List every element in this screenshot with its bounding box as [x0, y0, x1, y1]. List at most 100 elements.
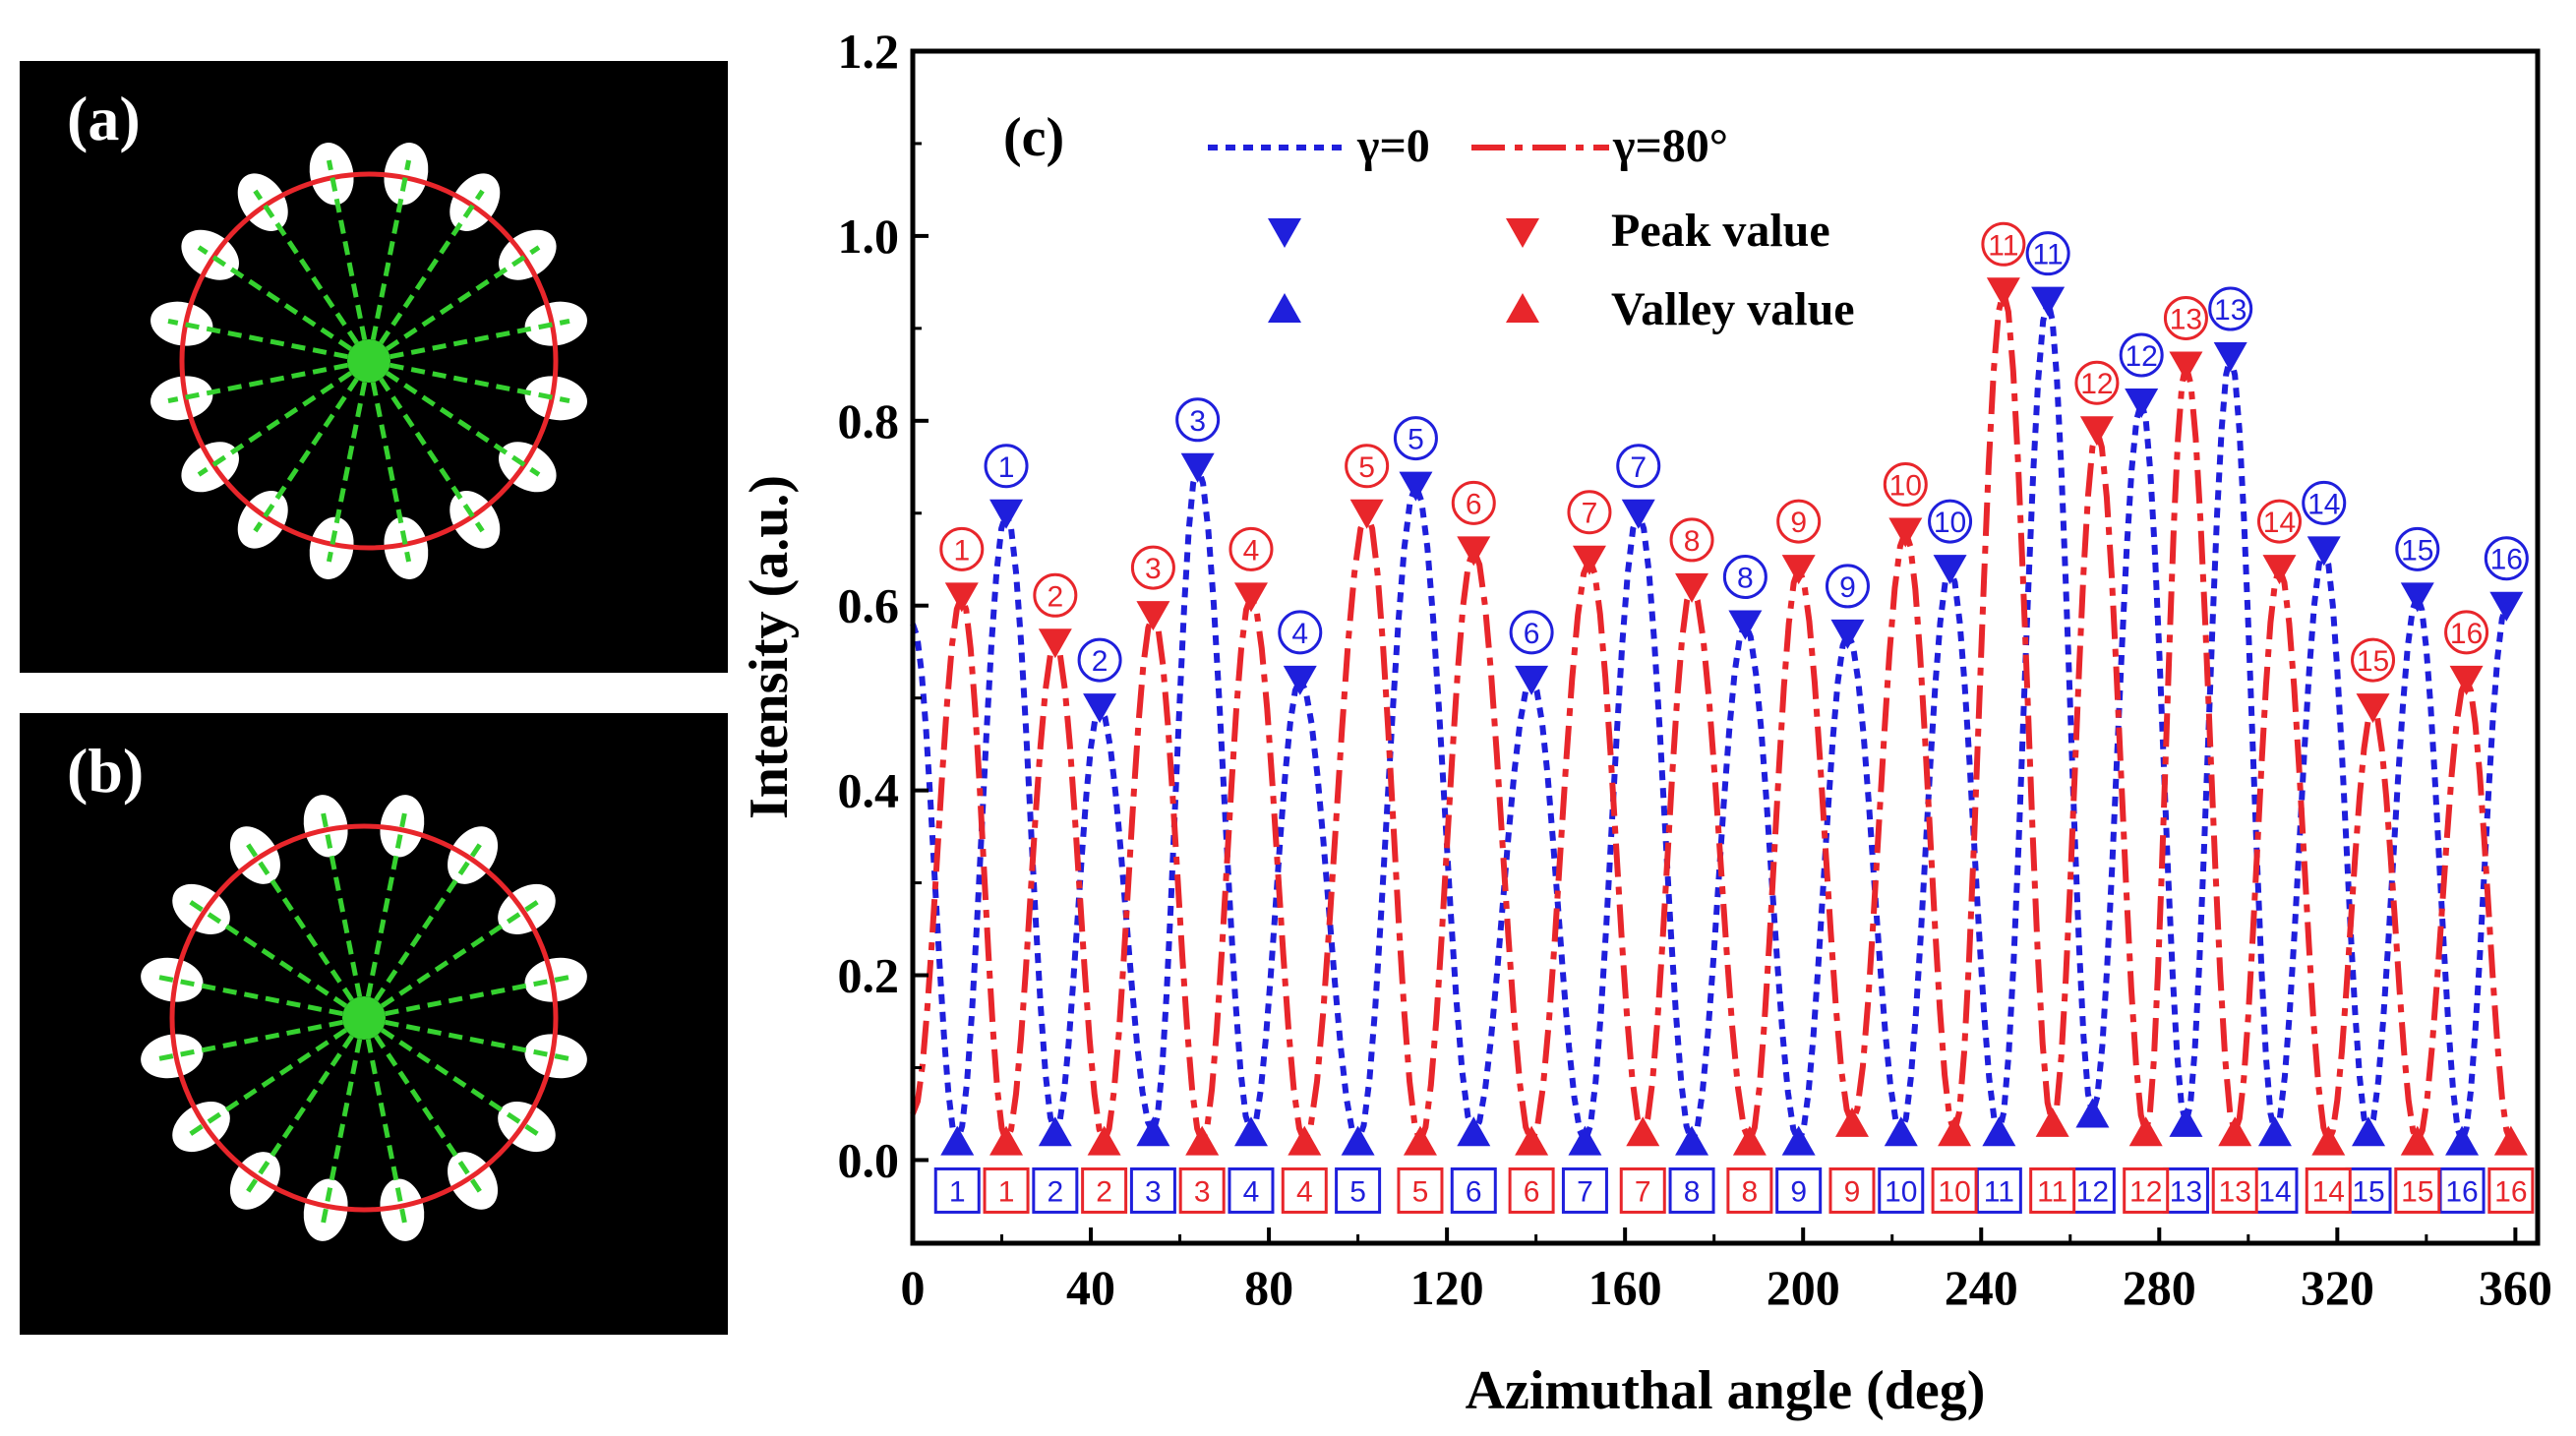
- gamma80-peak-marker: [2262, 555, 2297, 585]
- x-tick-label: 80: [1244, 1260, 1293, 1315]
- gamma80-valley-marker: [2218, 1116, 2252, 1147]
- pattern-ring: [179, 171, 559, 551]
- gamma80-peak-marker: [1675, 572, 1709, 603]
- gamma0-valley-index-box: [1032, 1167, 1079, 1214]
- gamma0-peak-index-circle: [2484, 536, 2529, 581]
- pattern-spoke: [245, 1016, 367, 1194]
- x-tick-label: 160: [1588, 1260, 1662, 1315]
- legend-gamma0-label: γ=0: [1356, 120, 1430, 172]
- pattern-lobe: [309, 143, 354, 206]
- gamma80-peak-index-label: 10: [1889, 470, 1922, 503]
- gamma0-valley-marker: [1038, 1116, 1072, 1147]
- gamma80-valley-index-label: 8: [1742, 1175, 1759, 1208]
- pattern-spoke: [253, 189, 372, 363]
- legend-gamma80-label: γ=80°: [1612, 120, 1728, 172]
- gamma0-peak-index-label: 6: [1524, 618, 1540, 650]
- pattern-spoke: [197, 358, 371, 477]
- gamma0-valley-index-label: 8: [1684, 1175, 1701, 1208]
- gamma80-peak-marker: [1233, 582, 1268, 613]
- pattern-spoke: [157, 974, 365, 1021]
- gamma0-valley-index-box: [933, 1167, 981, 1214]
- gamma80-peak-index-circle: [1451, 480, 1496, 525]
- gamma80-valley-index-label: 1: [998, 1175, 1015, 1208]
- gamma80-peak-marker: [2449, 665, 2484, 695]
- pattern-spoke: [326, 159, 372, 362]
- pattern-spoke: [366, 359, 485, 533]
- gamma0-peak-index-circle: [1722, 555, 1767, 600]
- gamma80-peak-index-label: 8: [1684, 525, 1701, 558]
- gamma0-valley-marker: [1884, 1116, 1918, 1147]
- panel-a-ring-pattern: [150, 143, 587, 579]
- gamma0-valley-index-label: 6: [1466, 1175, 1482, 1208]
- y-tick-label: 0.8: [838, 393, 900, 449]
- gamma80-peak-index-label: 1: [953, 534, 970, 567]
- gamma0-peak-index-label: 7: [1630, 451, 1647, 484]
- gamma80-valley-index-label: 9: [1844, 1175, 1861, 1208]
- gamma80-peak-marker: [1781, 555, 1816, 585]
- gamma80-valley-marker: [1834, 1107, 1869, 1137]
- gamma80-peak-index-label: 6: [1466, 488, 1482, 520]
- gamma80-valley-index-label: 12: [2129, 1175, 2162, 1208]
- gamma0-valley-index-label: 15: [2352, 1175, 2384, 1208]
- x-tick-label: 360: [2479, 1260, 2552, 1315]
- gamma80-valley-index-box: [1178, 1167, 1226, 1214]
- gamma80-peak-index-circle: [1345, 444, 1390, 489]
- gamma0-peak-index-label: 9: [1839, 571, 1856, 604]
- panel-b-label: (b): [67, 736, 145, 806]
- gamma0-peak-marker: [1180, 452, 1215, 483]
- gamma0-peak-index-circle: [2025, 231, 2070, 276]
- x-tick-label: 0: [901, 1260, 926, 1315]
- gamma80-valley-index-label: 13: [2219, 1175, 2251, 1208]
- gamma80-valley-index-box: [1281, 1167, 1328, 1214]
- gamma0-peak-marker: [1399, 471, 1433, 502]
- gamma80-valley-index-box: [1726, 1167, 1773, 1214]
- gamma80-peak-index-circle: [1033, 572, 1078, 618]
- gamma0-peak-index-circle: [1509, 610, 1554, 655]
- gamma0-valley-index-box: [1335, 1167, 1382, 1214]
- gamma0-peak-marker: [989, 499, 1024, 529]
- gamma80-peak-index-label: 12: [2080, 368, 2113, 400]
- pattern-spoke: [188, 899, 366, 1021]
- gamma0-valley-index-label: 16: [2445, 1175, 2478, 1208]
- gamma80-peak-index-label: 2: [1047, 580, 1063, 613]
- gamma0-peak-index-label: 11: [2033, 239, 2064, 271]
- gamma0-valley-index-label: 11: [1984, 1175, 2014, 1208]
- gamma0-valley-index-label: 9: [1790, 1175, 1807, 1208]
- gamma80-peak-index-label: 13: [2170, 303, 2202, 335]
- y-tick-label: 0.4: [838, 763, 900, 818]
- gamma80-peak-marker: [1986, 277, 2020, 308]
- gamma80-valley-marker: [1403, 1125, 1437, 1156]
- gamma0-valley-index-label: 3: [1145, 1175, 1162, 1208]
- pattern-spoke: [167, 358, 370, 404]
- gamma80-valley-index-box: [1931, 1167, 1978, 1214]
- gamma0-peak-marker: [1621, 499, 1655, 529]
- gamma80-peak-index-label: 15: [2357, 645, 2389, 678]
- pattern-spoke: [320, 811, 367, 1019]
- gamma0-peak-index-circle: [1278, 610, 1323, 655]
- gamma80-valley-marker: [2493, 1125, 2528, 1156]
- gamma0-valley-marker: [1136, 1116, 1170, 1147]
- gamma0-peak-index-label: 14: [2307, 488, 2340, 520]
- gamma0-valley-index-box: [2438, 1167, 2486, 1214]
- gamma0-peak-index-label: 15: [2401, 534, 2433, 567]
- panel-a-image: (a): [20, 61, 728, 673]
- gamma0-peak-index-circle: [1928, 499, 1973, 544]
- gamma0-peak-index-circle: [1616, 444, 1661, 489]
- panel-a-label: (a): [67, 84, 141, 153]
- pattern-lobe: [524, 376, 587, 421]
- x-tick-label: 40: [1066, 1260, 1115, 1315]
- gamma80-peak-index-circle: [2074, 360, 2120, 405]
- gamma0-peak-marker: [1830, 619, 1865, 649]
- gamma0-peak-index-label: 10: [1934, 507, 1966, 539]
- gamma0-peak-marker: [1283, 665, 1317, 695]
- pattern-lobe: [384, 143, 429, 206]
- gamma0-valley-marker: [1457, 1116, 1491, 1147]
- pattern-spoke: [366, 159, 412, 362]
- gamma80-peak-index-label: 3: [1145, 553, 1162, 585]
- plot-frame: [910, 48, 2541, 1246]
- gamma0-peak-index-circle: [1393, 416, 1438, 461]
- pattern-spoke: [367, 245, 541, 364]
- gamma0-peak-marker: [2213, 342, 2247, 373]
- gamma0-peak-marker: [1083, 693, 1117, 724]
- gamma80-valley-index-label: 3: [1194, 1175, 1211, 1208]
